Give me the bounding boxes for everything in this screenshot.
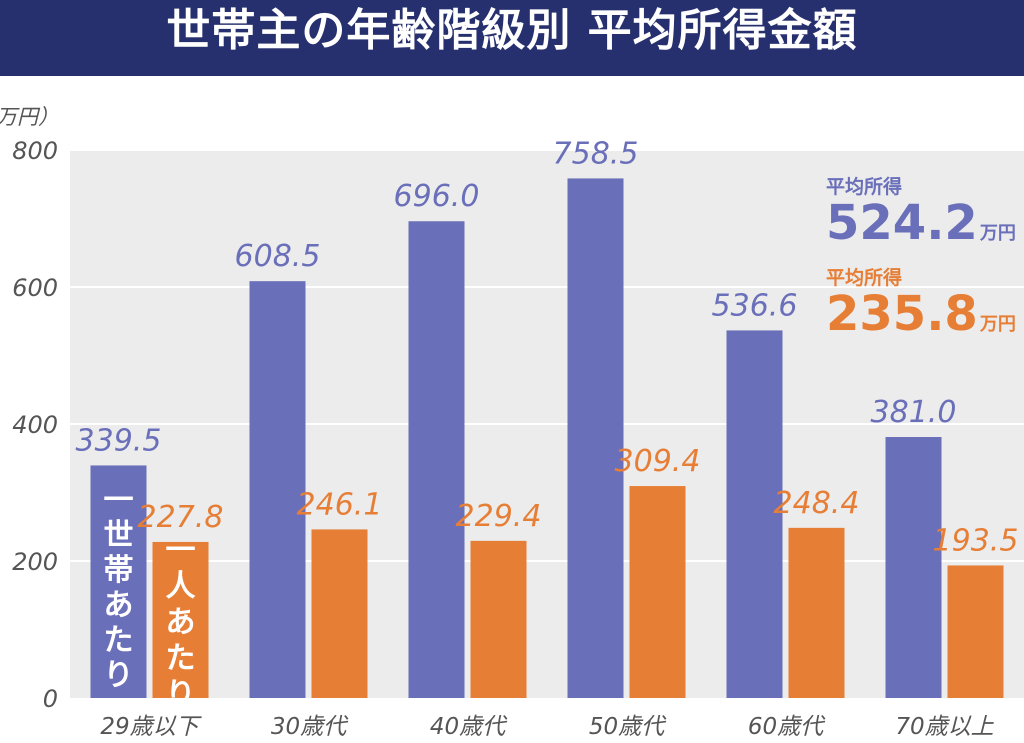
x-tick-label: 29歳以下 [100, 714, 202, 740]
person-average-label: 平均所得 [826, 267, 903, 289]
chart-title: 世帯主の年齢階級別 平均所得金額 [166, 5, 858, 56]
person-average-unit: 万円 [979, 314, 1016, 335]
data-label: 536.6 [712, 288, 798, 323]
series-label-char: 一 [104, 483, 134, 518]
household-average: 平均所得 524.2 万円 [826, 172, 1016, 247]
x-tick-label: 30歳代 [271, 714, 349, 740]
series-label-char: 人 [166, 569, 196, 604]
series-label-char: あ [166, 605, 196, 640]
series-label-char: り [166, 677, 196, 712]
person-bar [629, 486, 686, 698]
data-label: 758.5 [553, 136, 639, 171]
data-label: 193.5 [933, 523, 1019, 558]
series-label-char: 一 [166, 533, 196, 568]
y-tick-label: 200 [12, 548, 58, 576]
series-label-char: 世 [104, 518, 134, 553]
household-average-label: 平均所得 [826, 176, 903, 198]
person-average-value: 235.8 [826, 286, 978, 342]
household-bar [249, 281, 306, 698]
data-label: 696.0 [394, 179, 480, 214]
person-bar [311, 529, 368, 698]
series-label-char: た [166, 641, 196, 676]
data-label: 608.5 [235, 239, 321, 274]
y-tick-label: 800 [12, 137, 58, 165]
household-bar [885, 437, 942, 698]
data-label: 227.8 [138, 500, 224, 535]
data-label: 339.5 [76, 423, 162, 458]
person-average: 平均所得 235.8 万円 [826, 263, 1016, 338]
x-tick-label: 50歳代 [589, 714, 667, 740]
household-bar [726, 330, 783, 698]
person-bar [152, 541, 209, 698]
person-bar [788, 527, 845, 698]
title-banner: 世帯主の年齢階級別 平均所得金額 [0, 0, 1024, 76]
person-bar [947, 565, 1004, 698]
household-average-value: 524.2 [826, 195, 978, 251]
household-average-unit: 万円 [979, 223, 1016, 244]
y-tick-label: 0 [43, 685, 58, 713]
y-tick-label: 400 [12, 411, 58, 439]
y-tick-label: 600 [12, 274, 58, 302]
series-label-char: た [104, 623, 134, 658]
series-label-char: 帯 [104, 553, 134, 588]
series-label-char: り [104, 658, 134, 693]
person-bar [470, 540, 527, 698]
household-bar [408, 221, 465, 699]
x-tick-label: 70歳以上 [895, 714, 994, 740]
data-label: 246.1 [297, 487, 383, 522]
series-label-char: あ [104, 588, 134, 623]
household-bar [90, 465, 147, 698]
x-tick-label: 40歳代 [430, 714, 508, 740]
household-bar [567, 178, 624, 699]
data-label: 248.4 [774, 486, 860, 521]
data-label: 229.4 [456, 499, 542, 534]
data-label: 381.0 [871, 395, 957, 430]
x-tick-label: 60歳代 [748, 714, 826, 740]
data-label: 309.4 [615, 444, 701, 479]
y-axis-unit: 万円） [0, 105, 59, 129]
